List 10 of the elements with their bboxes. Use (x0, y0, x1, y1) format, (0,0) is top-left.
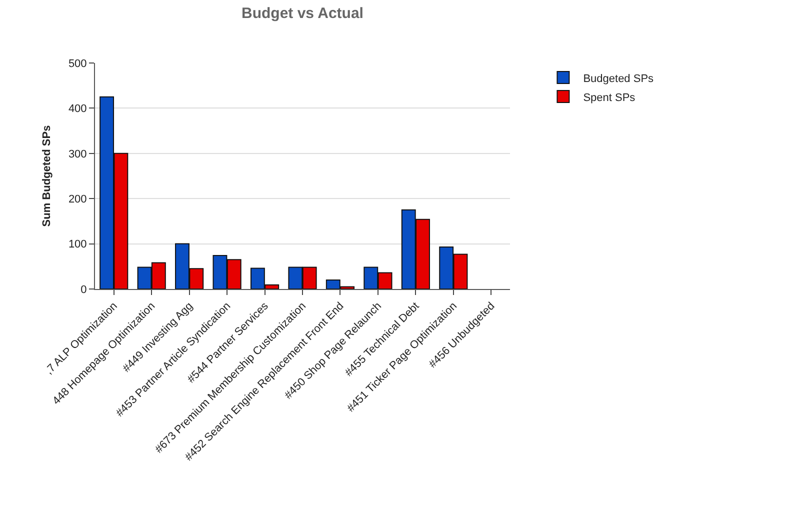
legend-label: Spent SPs (583, 92, 636, 104)
y-tick-label: 300 (68, 148, 87, 160)
y-tick-label: 500 (68, 58, 87, 70)
y-tick-label: 400 (68, 103, 87, 116)
y-axis-title: Sum Budgeted SPs (41, 125, 54, 227)
y-tick-label: 0 (80, 284, 87, 296)
y-tick-label: 100 (68, 238, 87, 251)
y-tick-label: 200 (68, 193, 87, 206)
legend-label: Budgeted SPs (583, 72, 654, 85)
chart-title: Budget vs Actual (242, 5, 364, 22)
